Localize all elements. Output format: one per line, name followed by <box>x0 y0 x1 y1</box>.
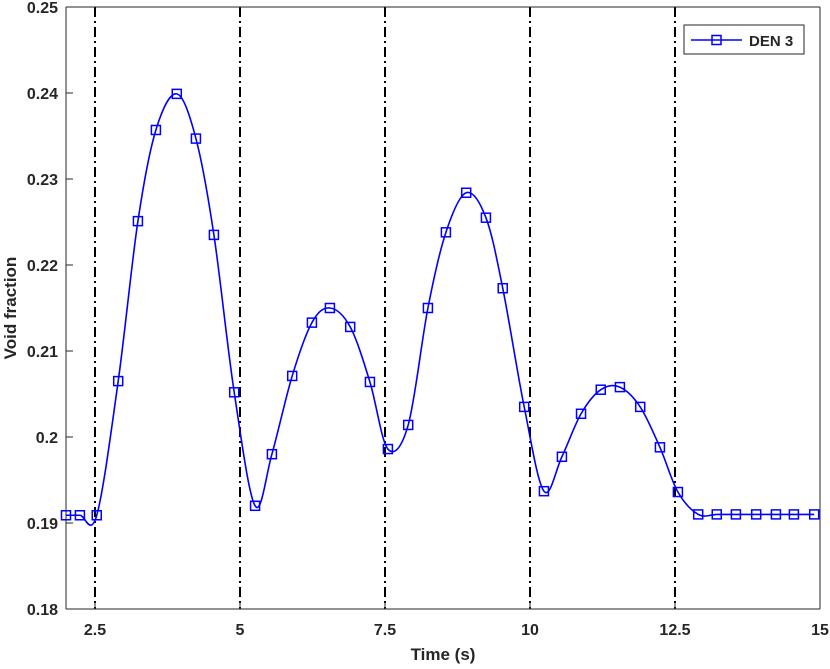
x-tick-label: 12.5 <box>659 622 690 639</box>
data-point-marker <box>595 384 607 395</box>
y-tick-label: 0.25 <box>27 0 58 17</box>
y-tick-label: 0.18 <box>27 602 58 619</box>
series-line <box>66 93 815 526</box>
y-tick-label: 0.2 <box>36 430 58 447</box>
data-point-marker <box>190 133 202 144</box>
y-tick-label: 0.22 <box>27 258 58 275</box>
data-point-marker <box>306 317 318 328</box>
data-point-marker <box>286 370 298 382</box>
data-point-marker <box>538 485 550 497</box>
y-tick-label: 0.19 <box>27 516 58 533</box>
y-tick-label: 0.23 <box>27 172 58 189</box>
data-point-marker <box>750 509 762 520</box>
data-point-marker <box>711 509 723 520</box>
y-tick-label: 0.24 <box>27 86 58 103</box>
data-point-marker <box>150 124 162 136</box>
data-point-marker <box>132 215 144 227</box>
x-tick-label: 7.5 <box>374 622 396 639</box>
x-tick-label: 2.5 <box>84 622 106 639</box>
data-point-marker <box>249 500 261 512</box>
data-point-marker <box>112 375 124 387</box>
x-tick-label: 10 <box>521 622 539 639</box>
data-point-marker <box>480 212 492 223</box>
data-point-marker <box>364 376 376 388</box>
data-point-marker <box>497 282 508 294</box>
data-point-marker <box>74 510 86 521</box>
y-tick-label: 0.21 <box>27 344 58 361</box>
x-tick-label: 5 <box>236 622 245 639</box>
x-tick-label: 15 <box>811 622 829 639</box>
data-point-marker <box>730 509 742 520</box>
data-point-marker <box>171 88 183 100</box>
data-point-marker <box>324 302 336 314</box>
data-point-marker <box>575 408 587 420</box>
data-point-marker <box>60 510 72 521</box>
data-point-marker <box>672 486 684 498</box>
y-axis-label: Void fraction <box>1 257 20 360</box>
data-point-marker <box>788 509 800 520</box>
data-point-marker <box>228 387 240 398</box>
data-point-marker <box>770 509 782 520</box>
data-point-marker <box>634 401 646 413</box>
x-axis-label: Time (s) <box>411 645 476 664</box>
legend-label: DEN 3 <box>749 33 793 50</box>
data-point-marker <box>422 302 434 314</box>
data-point-marker <box>692 509 704 520</box>
data-point-marker <box>382 443 394 455</box>
data-point-marker <box>440 227 452 238</box>
data-point-marker <box>266 448 278 460</box>
data-point-marker <box>614 381 626 393</box>
legend-marker <box>711 34 722 46</box>
data-point-marker <box>91 510 102 521</box>
data-point-marker <box>654 442 666 453</box>
data-point-marker <box>460 187 472 199</box>
data-point-marker <box>556 451 568 463</box>
data-point-marker <box>808 509 820 520</box>
data-point-marker <box>344 321 356 333</box>
data-point-marker <box>402 419 414 431</box>
data-point-marker <box>518 401 530 413</box>
data-point-marker <box>208 229 220 241</box>
